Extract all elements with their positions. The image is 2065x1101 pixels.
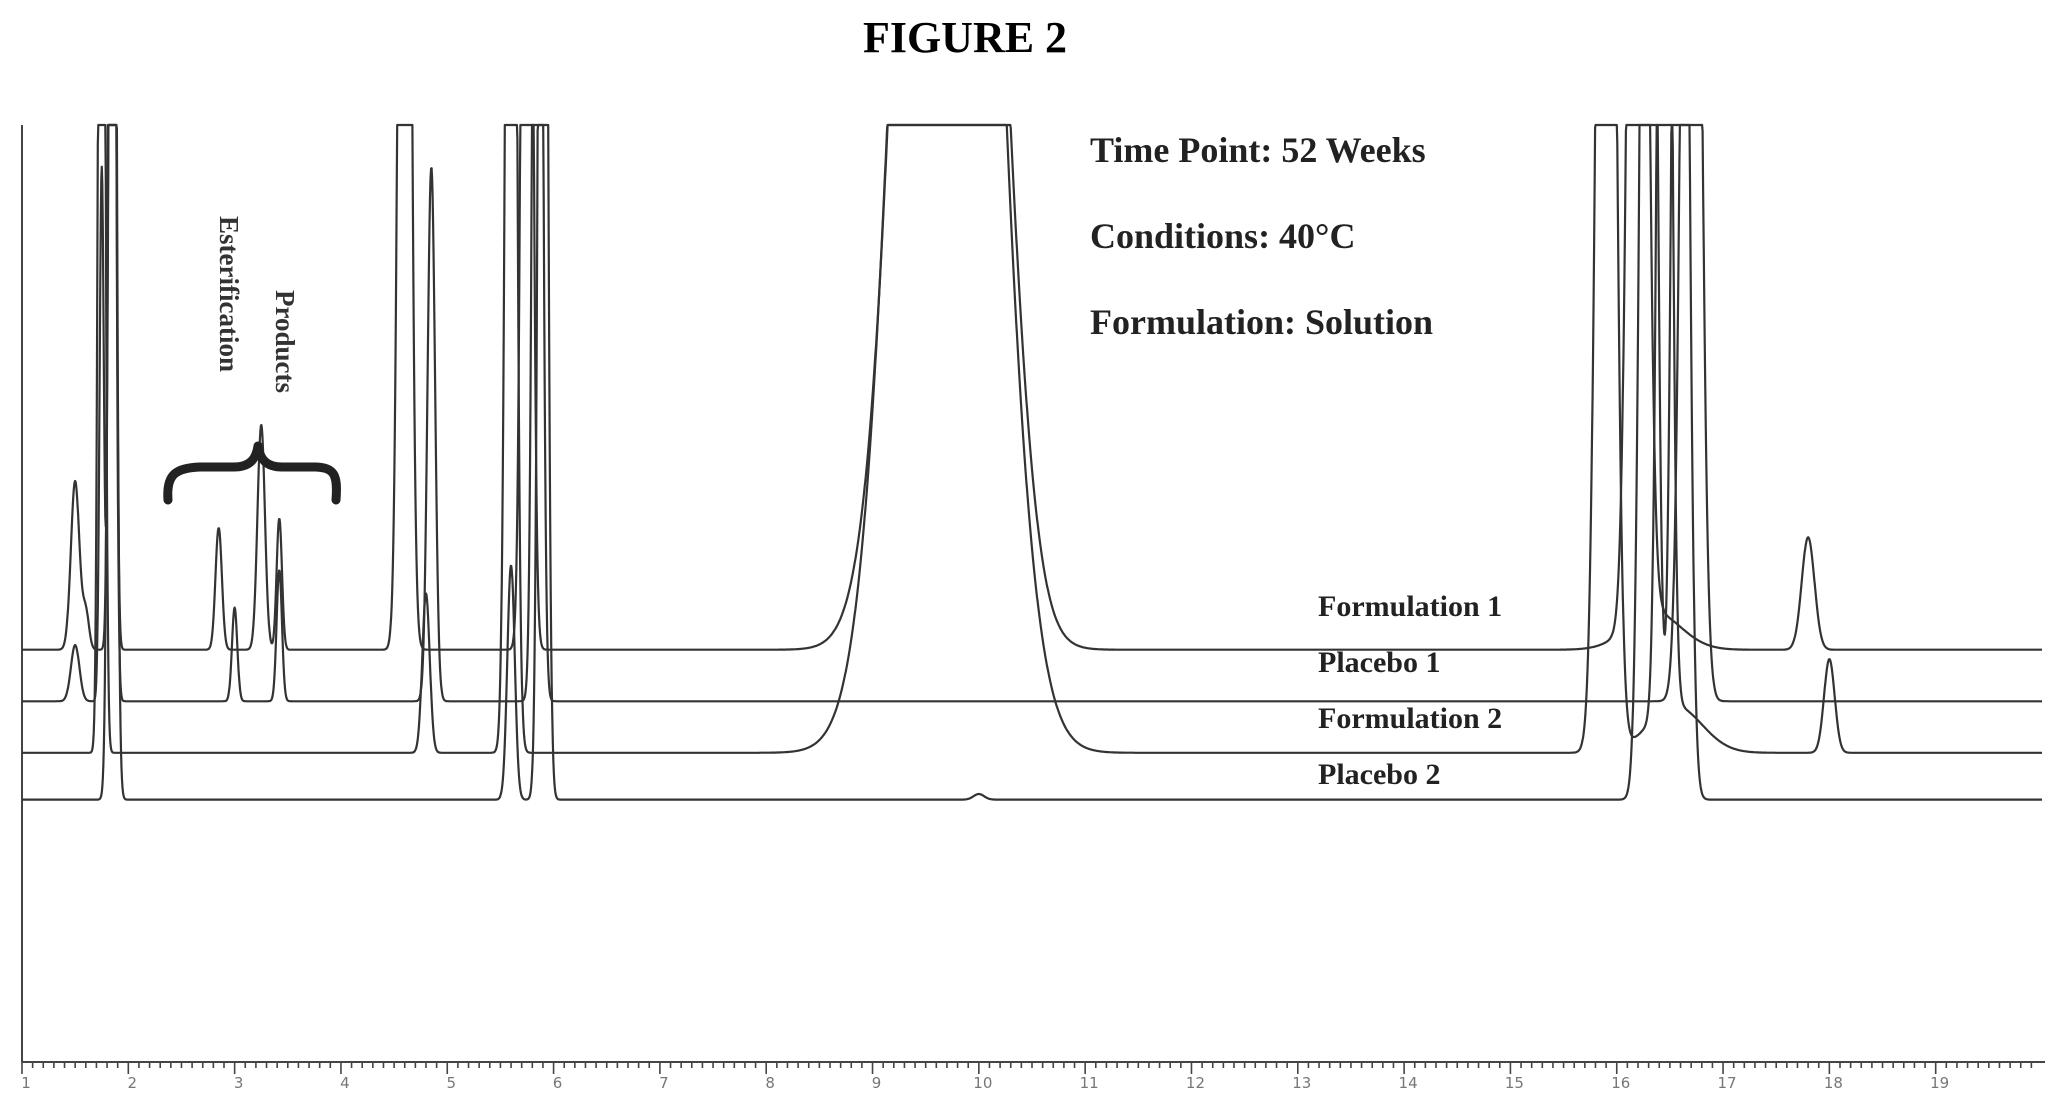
x-tick-label: 16 [1611,1074,1630,1092]
x-tick-label: 3 [234,1074,244,1092]
x-tick-label: 11 [1080,1074,1099,1092]
x-tick-label: 15 [1505,1074,1524,1092]
series-labels: Formulation 1 Placebo 1 Formulation 2 Place… [1318,590,1502,791]
esterification-brace [163,441,341,505]
x-tick-label: 10 [973,1074,992,1092]
x-tick-label: 6 [553,1074,563,1092]
conditions-annotation: Conditions: 40°C [1090,216,1355,256]
series-label-formulation-1: Formulation 1 [1318,590,1502,623]
x-tick-label: 7 [659,1074,669,1092]
x-tick-label: 13 [1292,1074,1311,1092]
bracket-label-products: Products [270,290,300,393]
x-tick-label: 14 [1399,1074,1418,1092]
bracket-label-esterification: Esterification [214,216,244,372]
x-axis-ticks: 1 2 3 4 5 6 7 8 9 10 11 12 13 14 15 16 17 18 19 [21,1062,2033,1092]
chart-axes [21,125,2045,1063]
x-tick-label: 4 [340,1074,350,1092]
series-label-placebo-1: Placebo 1 [1318,646,1440,679]
chromatogram-traces [21,123,2043,801]
x-tick-label: 19 [1930,1074,1949,1092]
trace-formulation-1 [21,123,2043,651]
trace-formulation-2 [21,123,2043,754]
trace-placebo-2 [21,123,2043,801]
series-label-placebo-2: Placebo 2 [1318,758,1440,791]
x-tick-label: 8 [765,1074,775,1092]
x-tick-label: 17 [1718,1074,1737,1092]
x-tick-label: 1 [21,1074,31,1092]
formulation-annotation: Formulation: Solution [1090,302,1433,342]
figure-title: FIGURE 2 [862,13,1068,62]
x-tick-label: 2 [128,1074,138,1092]
x-tick-label: 12 [1186,1074,1205,1092]
trace-placebo-1 [21,123,2043,703]
x-tick-label: 9 [872,1074,882,1092]
series-label-formulation-2: Formulation 2 [1318,702,1502,735]
x-tick-label: 5 [446,1074,456,1092]
x-tick-label: 18 [1824,1074,1843,1092]
time-point-annotation: Time Point: 52 Weeks [1090,130,1426,170]
